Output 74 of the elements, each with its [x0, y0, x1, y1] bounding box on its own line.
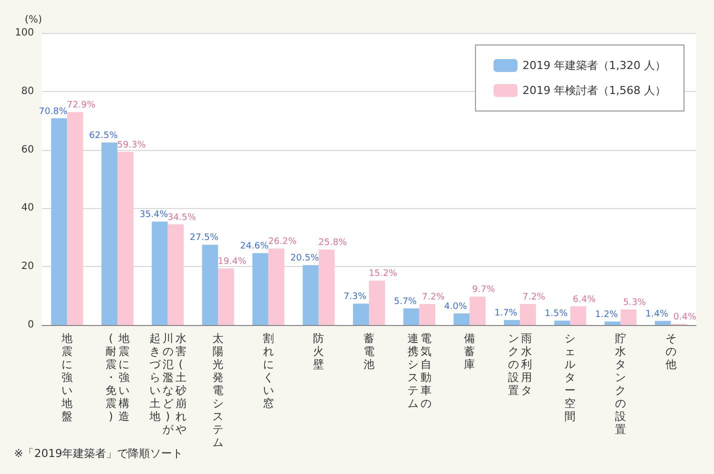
- bar: [570, 306, 586, 325]
- data-label: 0.4%: [673, 312, 697, 322]
- category-label: 水害(土砂崩れや川の氾濫など)が起きづらい土地: [149, 332, 186, 436]
- y-tick-label: 0: [28, 320, 34, 330]
- text: ※「2019年建築者」で降順ソート: [14, 446, 184, 461]
- data-label: 27.5%: [190, 233, 219, 244]
- bar: [302, 265, 319, 325]
- data-label: 7.2%: [422, 292, 446, 302]
- bar: [419, 304, 436, 325]
- x-tick-label: 蓄電池: [364, 332, 374, 371]
- bar: [403, 308, 420, 325]
- data-label: 34.5%: [167, 212, 197, 223]
- data-label: 7.2%: [522, 292, 546, 302]
- bar: [152, 222, 168, 325]
- data-label: 72.9%: [66, 100, 96, 111]
- bar: [369, 280, 385, 325]
- data-label: 4.0%: [444, 302, 468, 312]
- x-tick-label: 貯水タンクの設置: [615, 332, 626, 436]
- data-label: 35.4%: [139, 210, 169, 220]
- y-tick-label: 80: [21, 86, 34, 97]
- category-label: 雨水利用タンクの設置: [508, 332, 532, 397]
- data-label: 1.7%: [494, 308, 518, 319]
- y-tick-label: 40: [21, 202, 34, 214]
- data-label: 19.4%: [218, 256, 247, 267]
- legend-label: 2019 年建築者（1,320 人）: [522, 59, 666, 72]
- data-label: 26.2%: [268, 236, 298, 247]
- x-tick-label: 地震に強い地盤: [62, 332, 73, 423]
- x-tick-label: その他: [665, 332, 676, 371]
- bar: [454, 313, 470, 325]
- category-label: 電気自動車の連携システム: [407, 332, 432, 410]
- bar: [604, 321, 621, 325]
- category-label: 地震に強い構造(耐震・免震): [105, 332, 130, 423]
- data-label: 15.2%: [368, 269, 398, 280]
- data-label: 6.4%: [572, 294, 596, 305]
- y-axis-title: (%): [24, 14, 42, 26]
- data-label: 70.8%: [38, 106, 68, 117]
- bar: [168, 224, 184, 325]
- bar: [101, 142, 118, 325]
- x-tick-label: 割れにくい窓: [262, 332, 274, 410]
- data-label: 7.3%: [344, 292, 367, 302]
- bar: [252, 253, 268, 325]
- x-tick-label: シェルター空間: [564, 332, 576, 423]
- data-label: 62.5%: [89, 131, 118, 141]
- data-label: 1.4%: [645, 309, 669, 320]
- y-tick-label: 60: [21, 144, 34, 156]
- bar: [202, 244, 218, 325]
- bar: [318, 250, 335, 325]
- bar: [470, 296, 486, 325]
- y-tick-label: 20: [21, 261, 34, 272]
- bar: [654, 320, 671, 325]
- y-tick-label: 100: [14, 28, 34, 38]
- bar: [504, 320, 520, 325]
- bar: [268, 248, 284, 325]
- category-label: 太陽光発電システム: [212, 332, 224, 449]
- bar: [620, 310, 637, 325]
- data-label: 24.6%: [240, 242, 270, 252]
- data-label: 1.5%: [544, 309, 568, 320]
- bar: [67, 112, 84, 325]
- data-label: 59.3%: [117, 140, 146, 150]
- data-label: 5.7%: [394, 296, 418, 307]
- bar: [117, 152, 134, 325]
- bar: [353, 304, 369, 325]
- data-label: 1.2%: [595, 310, 618, 320]
- legend-label: 2019 年検討者（1,568 人）: [522, 84, 666, 97]
- bar: [520, 304, 536, 325]
- bar: [554, 320, 570, 325]
- x-tick-label: 備蓄庫: [464, 332, 476, 371]
- bar: [218, 268, 234, 325]
- x-tick-label: 防火壁: [313, 332, 324, 371]
- data-label: 5.3%: [623, 298, 646, 308]
- data-label: 25.8%: [318, 238, 348, 248]
- data-label: 9.7%: [472, 285, 496, 296]
- data-label: 20.5%: [290, 254, 320, 264]
- bar: [51, 118, 68, 325]
